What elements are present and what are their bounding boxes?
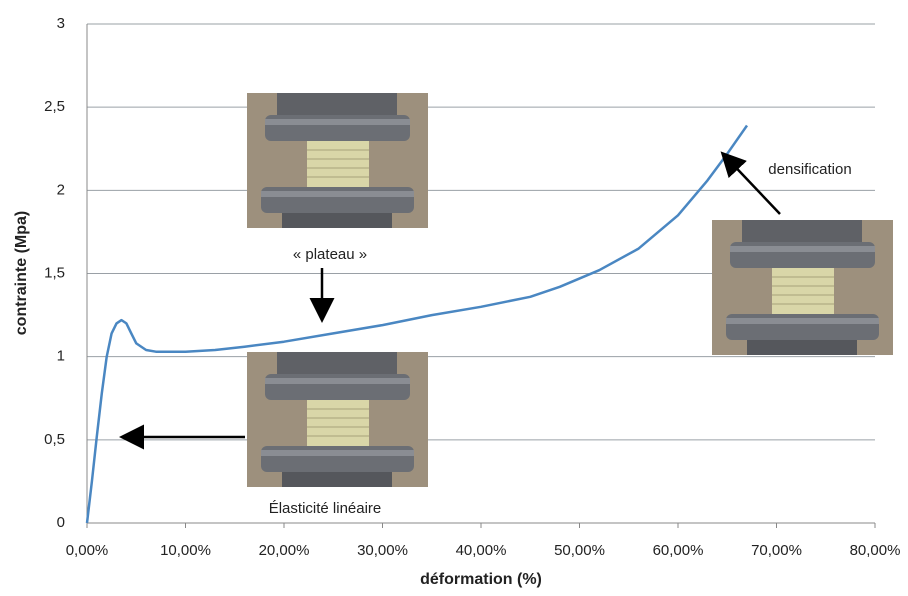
annotation: densification (768, 161, 851, 178)
y-tick-label: 0,5 (44, 431, 65, 448)
arrow (720, 151, 781, 215)
grid (87, 23, 875, 524)
x-tick-label: 20,00% (259, 542, 310, 559)
x-axis-title: déformation (%) (420, 571, 542, 588)
y-tick-label: 3 (57, 15, 65, 32)
photo-elastic (246, 351, 429, 488)
y-axis-title: contrainte (Mpa) (13, 211, 30, 335)
y-tick-label: 1 (57, 348, 65, 365)
annotation: Élasticité linéaire (269, 500, 382, 517)
y-tick-label: 1,5 (44, 264, 65, 281)
x-tick-label: 10,00% (160, 542, 211, 559)
x-tick-label: 60,00% (653, 542, 704, 559)
photo-plateau (246, 92, 429, 229)
x-tick-label: 0,00% (66, 542, 109, 559)
y-tick-label: 0 (57, 514, 65, 531)
x-tick-label: 50,00% (554, 542, 605, 559)
x-tick-label: 30,00% (357, 542, 408, 559)
plot (85, 124, 749, 524)
photo-densification (711, 219, 894, 356)
x-tick-label: 80,00% (850, 542, 901, 559)
data-line (85, 124, 749, 524)
y-tick-label: 2 (57, 181, 65, 198)
x-tick-label: 70,00% (751, 542, 802, 559)
annotation: « plateau » (293, 246, 367, 263)
x-tick-label: 40,00% (456, 542, 507, 559)
y-tick-label: 2,5 (44, 98, 65, 115)
